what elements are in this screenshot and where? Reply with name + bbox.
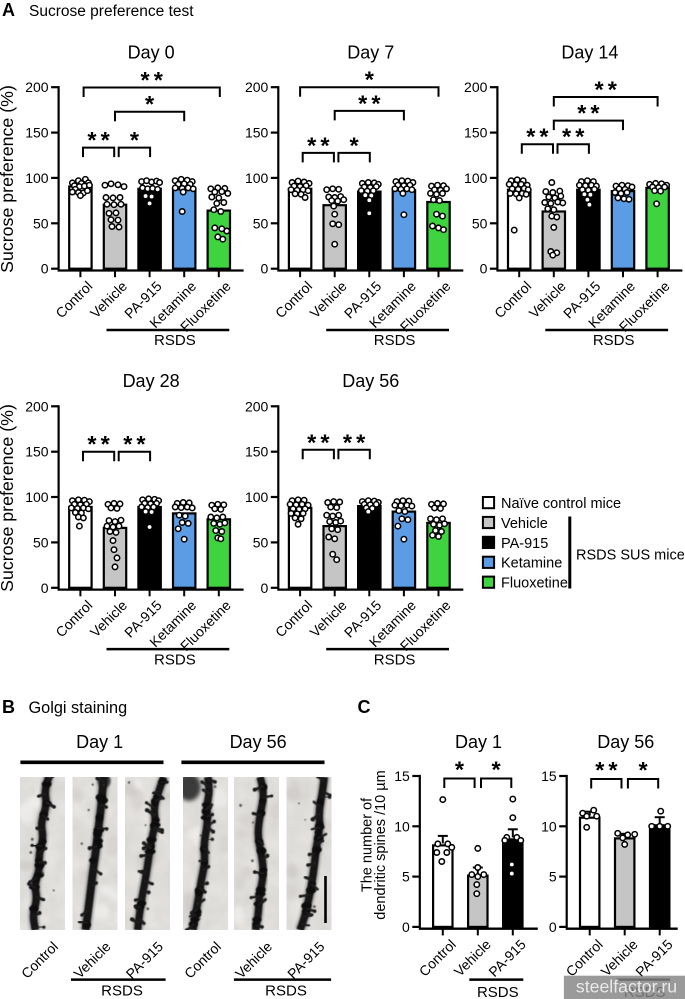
- svg-text:*: *: [141, 67, 151, 93]
- svg-text:*: *: [358, 90, 368, 116]
- svg-text:A: A: [2, 0, 15, 20]
- svg-text:*: *: [608, 77, 618, 103]
- svg-text:0: 0: [549, 919, 557, 935]
- svg-text:*: *: [320, 132, 330, 158]
- svg-text:RSDS: RSDS: [477, 984, 519, 999]
- svg-text:0: 0: [261, 261, 269, 277]
- svg-text:Day 1: Day 1: [455, 732, 502, 752]
- svg-text:*: *: [639, 757, 649, 783]
- svg-text:*: *: [595, 77, 605, 103]
- svg-text:*: *: [101, 431, 111, 457]
- svg-text:Day 7: Day 7: [347, 43, 394, 63]
- svg-text:0: 0: [41, 261, 49, 277]
- svg-text:*: *: [101, 127, 111, 153]
- svg-text:150: 150: [245, 444, 269, 460]
- svg-text:RSDS: RSDS: [154, 651, 196, 668]
- svg-text:*: *: [145, 91, 155, 117]
- svg-text:5: 5: [549, 869, 557, 885]
- svg-text:*: *: [577, 100, 587, 126]
- svg-text:200: 200: [25, 398, 49, 414]
- svg-text:*: *: [492, 757, 502, 783]
- svg-text:Sucrose preference (%): Sucrose preference (%): [0, 85, 17, 273]
- svg-text:200: 200: [464, 79, 488, 95]
- svg-text:100: 100: [25, 489, 49, 505]
- svg-text:Vehicle: Vehicle: [501, 516, 548, 532]
- svg-text:0: 0: [41, 580, 49, 596]
- svg-text:150: 150: [25, 125, 49, 141]
- svg-text:100: 100: [464, 170, 488, 186]
- svg-text:*: *: [539, 124, 549, 150]
- svg-text:200: 200: [245, 79, 269, 95]
- svg-text:0: 0: [402, 919, 410, 935]
- svg-text:Fluoxetine: Fluoxetine: [501, 576, 568, 592]
- svg-text:15: 15: [394, 768, 410, 784]
- svg-text:100: 100: [245, 170, 269, 186]
- svg-text:*: *: [595, 757, 605, 783]
- svg-text:0: 0: [261, 580, 269, 596]
- svg-text:RSDS: RSDS: [374, 651, 416, 668]
- svg-text:*: *: [154, 67, 164, 93]
- svg-text:50: 50: [253, 215, 269, 231]
- svg-text:RSDS: RSDS: [154, 332, 196, 349]
- svg-text:5: 5: [402, 869, 410, 885]
- svg-text:100: 100: [25, 170, 49, 186]
- svg-text:Day 1: Day 1: [76, 732, 123, 752]
- svg-text:0: 0: [480, 261, 488, 277]
- svg-text:*: *: [526, 124, 536, 150]
- svg-text:RSDS: RSDS: [265, 982, 307, 999]
- svg-text:RSDS: RSDS: [101, 982, 143, 999]
- svg-text:*: *: [136, 431, 146, 457]
- svg-text:B: B: [2, 697, 15, 717]
- svg-text:*: *: [365, 67, 375, 93]
- svg-text:*: *: [350, 132, 360, 158]
- svg-text:*: *: [608, 757, 618, 783]
- svg-text:*: *: [371, 90, 381, 116]
- svg-text:*: *: [307, 429, 317, 455]
- svg-text:*: *: [123, 431, 133, 457]
- svg-text:C: C: [358, 697, 371, 717]
- svg-text:150: 150: [25, 444, 49, 460]
- svg-text:150: 150: [245, 125, 269, 141]
- svg-text:*: *: [343, 429, 353, 455]
- svg-text:Day 56: Day 56: [342, 371, 399, 391]
- svg-text:Sucrose preference test: Sucrose preference test: [29, 3, 194, 20]
- svg-text:Naïve control mice: Naïve control mice: [501, 496, 621, 512]
- svg-text:*: *: [130, 127, 140, 153]
- svg-text:*: *: [455, 757, 465, 783]
- svg-text:Day 0: Day 0: [128, 43, 175, 63]
- svg-text:*: *: [320, 429, 330, 455]
- svg-text:Sucrose preference (%): Sucrose preference (%): [0, 404, 17, 592]
- svg-text:Day 56: Day 56: [230, 732, 287, 752]
- svg-text:10: 10: [541, 818, 557, 834]
- svg-text:RSDS: RSDS: [374, 332, 416, 349]
- svg-text:50: 50: [472, 215, 488, 231]
- svg-text:*: *: [356, 429, 366, 455]
- svg-text:*: *: [575, 124, 585, 150]
- svg-text:PA-915: PA-915: [501, 536, 548, 552]
- svg-text:100: 100: [245, 489, 269, 505]
- svg-text:200: 200: [25, 79, 49, 95]
- svg-text:50: 50: [33, 215, 49, 231]
- svg-text:*: *: [87, 127, 97, 153]
- svg-text:10: 10: [394, 818, 410, 834]
- svg-text:The number of: The number of: [360, 797, 376, 892]
- svg-text:Golgi staining: Golgi staining: [29, 699, 128, 717]
- svg-text:RSDS: RSDS: [593, 332, 635, 349]
- svg-text:150: 150: [464, 125, 488, 141]
- svg-text:*: *: [307, 132, 317, 158]
- svg-text:200: 200: [245, 398, 269, 414]
- svg-text:Ketamine: Ketamine: [501, 556, 562, 572]
- svg-text:steelfactor.ru: steelfactor.ru: [576, 977, 677, 997]
- svg-text:*: *: [87, 431, 97, 457]
- svg-text:50: 50: [253, 534, 269, 550]
- svg-text:15: 15: [541, 768, 557, 784]
- svg-text:*: *: [562, 124, 572, 150]
- svg-text:50: 50: [33, 534, 49, 550]
- svg-text:dendritic spines /10 µm: dendritic spines /10 µm: [373, 770, 389, 919]
- svg-text:Day 28: Day 28: [123, 371, 180, 391]
- svg-text:Day 14: Day 14: [561, 43, 618, 63]
- svg-text:Day 56: Day 56: [597, 732, 654, 752]
- svg-text:*: *: [590, 100, 600, 126]
- svg-text:RSDS SUS mice: RSDS SUS mice: [576, 548, 685, 564]
